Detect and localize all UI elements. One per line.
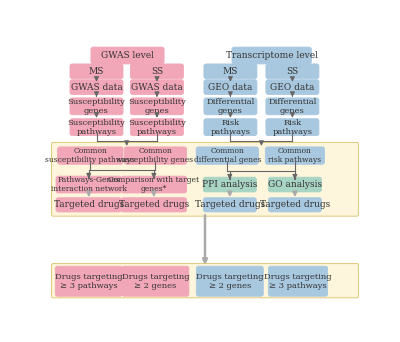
FancyBboxPatch shape [266,80,319,94]
Text: Differential
genes: Differential genes [206,98,255,115]
Text: Susceptibility
genes: Susceptibility genes [128,98,186,115]
Text: PPI analysis: PPI analysis [202,180,258,189]
FancyBboxPatch shape [265,147,324,164]
FancyBboxPatch shape [130,119,184,135]
Text: GWAS data: GWAS data [131,83,183,92]
Text: Susceptibility
pathways: Susceptibility pathways [68,119,126,136]
FancyBboxPatch shape [52,142,358,216]
Text: SS: SS [151,67,163,76]
FancyBboxPatch shape [204,98,257,115]
FancyBboxPatch shape [70,98,123,115]
FancyBboxPatch shape [204,64,257,79]
Text: GEO data: GEO data [208,83,253,92]
FancyBboxPatch shape [52,264,358,298]
Text: Targeted drugs: Targeted drugs [195,200,265,209]
Text: Drugs targeting
≥ 3 pathways: Drugs targeting ≥ 3 pathways [55,273,122,290]
FancyBboxPatch shape [196,266,263,296]
FancyBboxPatch shape [70,80,123,94]
Text: Targeted drugs: Targeted drugs [119,200,189,209]
FancyBboxPatch shape [266,119,319,135]
FancyBboxPatch shape [204,80,257,94]
FancyBboxPatch shape [266,98,319,115]
Text: Transcriptome level: Transcriptome level [226,51,318,60]
Text: Comparison with target
genes*: Comparison with target genes* [108,176,200,193]
FancyBboxPatch shape [268,266,328,296]
Text: SS: SS [286,67,298,76]
FancyBboxPatch shape [56,198,122,212]
FancyBboxPatch shape [203,177,256,192]
FancyBboxPatch shape [130,64,184,79]
FancyBboxPatch shape [232,47,311,64]
Text: Differential
genes: Differential genes [268,98,317,115]
Text: Pathways-Genes
interaction network: Pathways-Genes interaction network [51,176,127,193]
FancyBboxPatch shape [124,147,186,164]
Text: MS: MS [89,67,104,76]
Text: Risk
pathways: Risk pathways [272,119,312,136]
FancyBboxPatch shape [55,266,122,296]
FancyBboxPatch shape [122,266,189,296]
FancyBboxPatch shape [70,64,123,79]
Text: GWAS level: GWAS level [101,51,154,60]
FancyBboxPatch shape [196,147,258,164]
Text: MS: MS [223,67,238,76]
Text: Susceptibility
genes: Susceptibility genes [68,98,126,115]
Text: GWAS data: GWAS data [71,83,122,92]
FancyBboxPatch shape [204,119,257,135]
Text: GO analysis: GO analysis [268,180,322,189]
FancyBboxPatch shape [91,47,164,64]
Text: Common
risk pathways: Common risk pathways [268,147,322,164]
FancyBboxPatch shape [121,198,186,212]
Text: Common
susceptibility pathways: Common susceptibility pathways [45,147,135,164]
Text: Common
differential genes: Common differential genes [194,147,261,164]
FancyBboxPatch shape [130,98,184,115]
FancyBboxPatch shape [130,80,184,94]
FancyBboxPatch shape [268,198,322,212]
Text: Targeted drugs: Targeted drugs [54,200,124,209]
Text: Common
susceptibility genes: Common susceptibility genes [117,147,194,164]
Text: Drugs targeting
≥ 2 genes: Drugs targeting ≥ 2 genes [122,273,189,290]
FancyBboxPatch shape [58,147,123,164]
Text: Targeted drugs: Targeted drugs [260,200,330,209]
Text: Drugs targeting
≥ 3 pathways: Drugs targeting ≥ 3 pathways [264,273,332,290]
FancyBboxPatch shape [56,176,122,193]
FancyBboxPatch shape [268,177,322,192]
Text: GEO data: GEO data [270,83,315,92]
Text: Drugs targeting
≥ 2 genes: Drugs targeting ≥ 2 genes [196,273,264,290]
Text: Risk
pathways: Risk pathways [210,119,250,136]
FancyBboxPatch shape [266,64,319,79]
FancyBboxPatch shape [203,198,256,212]
Text: Susceptibility
pathways: Susceptibility pathways [128,119,186,136]
FancyBboxPatch shape [121,176,186,193]
FancyBboxPatch shape [70,119,123,135]
